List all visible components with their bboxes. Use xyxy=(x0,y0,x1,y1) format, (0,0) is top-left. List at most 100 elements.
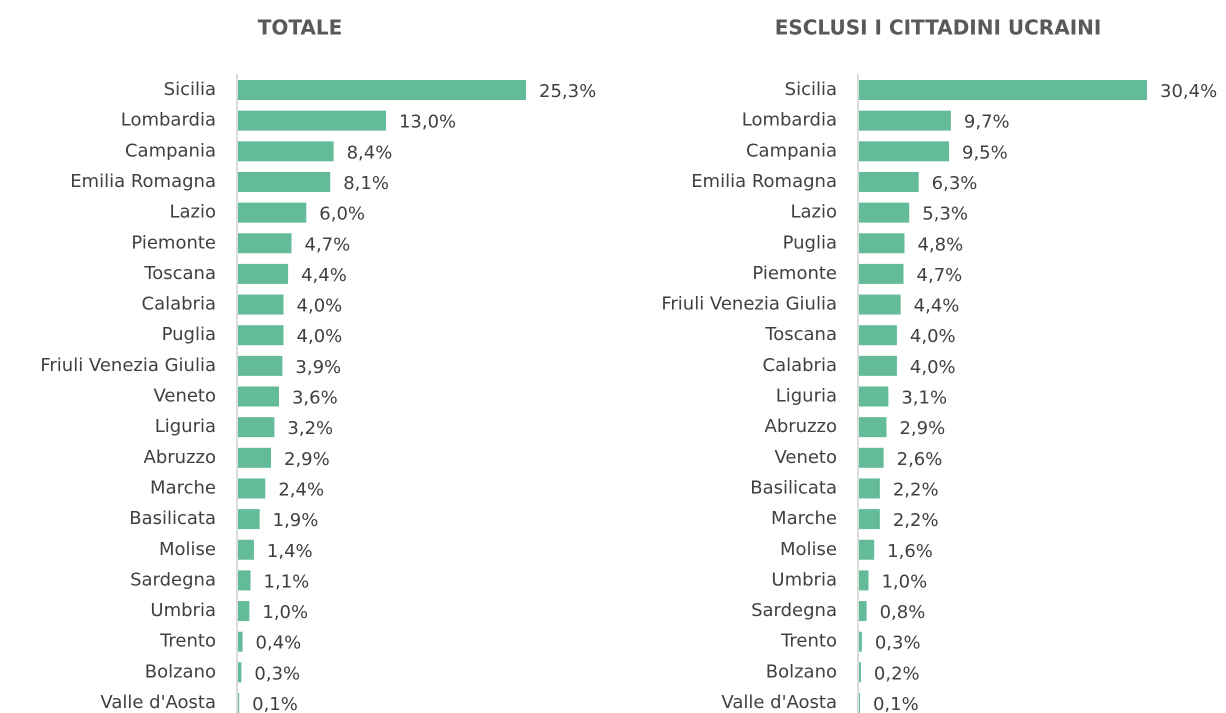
bar xyxy=(859,233,905,254)
value-label: 3,1% xyxy=(901,388,947,409)
value-label: 2,4% xyxy=(278,479,324,500)
value-label: 9,7% xyxy=(964,112,1010,133)
value-label: 0,3% xyxy=(254,663,300,684)
category-label: Sicilia xyxy=(785,79,837,100)
bar xyxy=(859,355,897,376)
value-label: 4,0% xyxy=(297,296,343,317)
bar xyxy=(859,662,861,683)
bar xyxy=(859,601,867,622)
category-label: Sardegna xyxy=(130,569,216,590)
category-label: Veneto xyxy=(774,447,837,468)
value-label: 4,7% xyxy=(917,265,963,286)
category-label: Sicilia xyxy=(164,79,216,100)
value-label: 0,1% xyxy=(873,694,919,713)
bar xyxy=(238,417,275,438)
value-label: 8,4% xyxy=(347,142,393,163)
bar xyxy=(238,171,331,192)
value-label: 6,0% xyxy=(319,204,365,225)
category-label: Marche xyxy=(150,477,216,498)
value-label: 0,8% xyxy=(880,602,926,623)
bar xyxy=(238,570,251,591)
bar xyxy=(238,539,254,560)
bar xyxy=(238,141,334,162)
category-label: Puglia xyxy=(162,324,216,345)
bar xyxy=(238,233,292,254)
bar xyxy=(859,570,869,591)
bar xyxy=(859,325,897,346)
value-label: 2,2% xyxy=(893,479,939,500)
value-label: 2,9% xyxy=(899,418,945,439)
bar xyxy=(238,386,279,407)
category-label: Sardegna xyxy=(751,600,837,621)
value-label: 4,0% xyxy=(910,357,956,378)
bar xyxy=(238,693,240,713)
category-label: Lombardia xyxy=(742,110,837,131)
category-label: Emilia Romagna xyxy=(70,171,216,192)
category-label: Lazio xyxy=(790,202,837,223)
value-label: 5,3% xyxy=(922,204,968,225)
value-label: 0,2% xyxy=(874,663,920,684)
bar xyxy=(238,110,386,131)
value-label: 0,4% xyxy=(256,633,302,654)
bar xyxy=(238,478,266,499)
value-label: 3,6% xyxy=(292,388,338,409)
category-label: Lazio xyxy=(169,202,216,223)
value-label: 2,2% xyxy=(893,510,939,531)
category-label: Abruzzo xyxy=(144,447,216,468)
bar xyxy=(238,662,242,683)
category-label: Toscana xyxy=(143,263,216,284)
value-label: 2,9% xyxy=(284,449,330,470)
value-label: 4,0% xyxy=(297,326,343,347)
category-label: Marche xyxy=(771,508,837,529)
value-label: 30,4% xyxy=(1160,81,1217,102)
chart-title: ESCLUSI I CITTADINI UCRAINI xyxy=(775,16,1102,40)
value-label: 1,1% xyxy=(264,571,310,592)
value-label: 4,0% xyxy=(910,326,956,347)
category-label: Trento xyxy=(159,631,216,652)
bar xyxy=(859,110,951,131)
value-label: 4,7% xyxy=(305,234,351,255)
category-label: Toscana xyxy=(764,324,837,345)
chart-title: TOTALE xyxy=(258,16,343,40)
bar xyxy=(859,417,887,438)
bar xyxy=(859,631,862,652)
category-label: Abruzzo xyxy=(765,416,837,437)
category-label: Puglia xyxy=(783,232,837,253)
value-label: 6,3% xyxy=(932,173,978,194)
value-label: 2,6% xyxy=(897,449,943,470)
bar xyxy=(859,171,919,192)
value-label: 1,9% xyxy=(273,510,319,531)
category-label: Liguria xyxy=(155,416,216,437)
category-label: Bolzano xyxy=(766,661,837,682)
value-label: 4,4% xyxy=(301,265,347,286)
bar xyxy=(238,447,272,468)
category-label: Calabria xyxy=(142,294,217,315)
category-label: Umbria xyxy=(771,569,837,590)
category-label: Lombardia xyxy=(121,110,216,131)
value-label: 4,4% xyxy=(914,296,960,317)
bar xyxy=(859,478,880,499)
value-label: 0,1% xyxy=(252,694,298,713)
category-label: Campania xyxy=(746,140,837,161)
bar xyxy=(859,294,901,315)
category-label: Molise xyxy=(780,539,837,560)
category-label: Basilicata xyxy=(750,477,837,498)
value-label: 25,3% xyxy=(539,81,596,102)
bar xyxy=(859,693,860,713)
category-label: Friuli Venezia Giulia xyxy=(661,294,837,315)
category-label: Trento xyxy=(780,631,837,652)
value-label: 9,5% xyxy=(962,142,1008,163)
category-label: Valle d'Aosta xyxy=(721,692,837,713)
bar xyxy=(859,202,910,223)
bar xyxy=(859,509,880,530)
bar xyxy=(859,80,1147,100)
category-label: Emilia Romagna xyxy=(691,171,837,192)
bar xyxy=(238,631,243,652)
category-label: Umbria xyxy=(150,600,216,621)
bar xyxy=(238,355,283,376)
bar xyxy=(859,447,884,468)
value-label: 1,6% xyxy=(887,541,933,562)
bar xyxy=(238,202,307,223)
value-label: 8,1% xyxy=(343,173,389,194)
